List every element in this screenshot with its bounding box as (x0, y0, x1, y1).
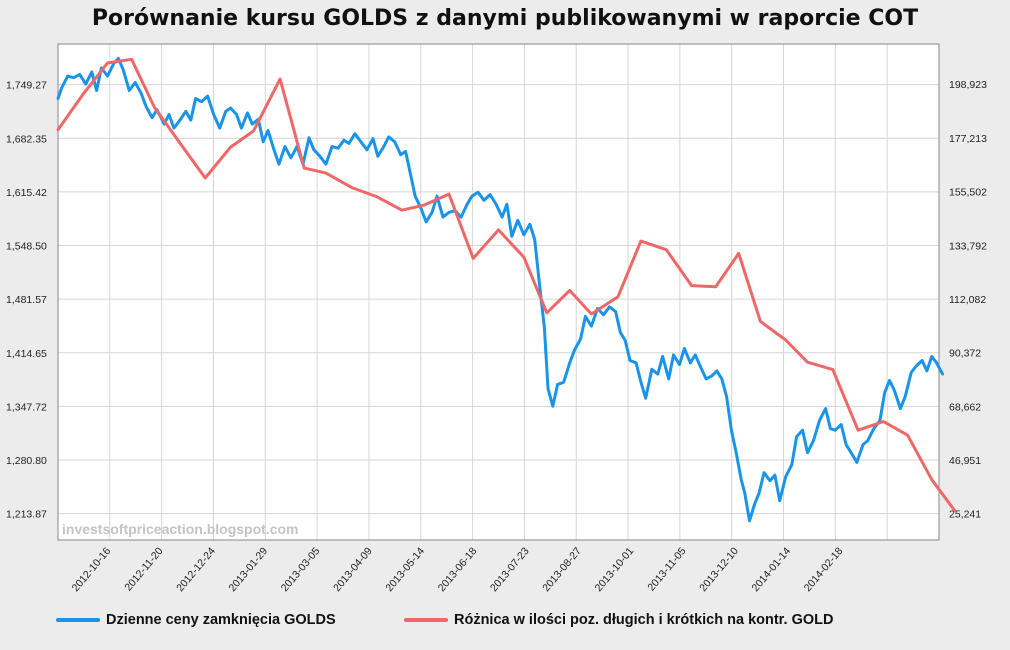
chart-title: Porównanie kursu GOLDS z danymi publikow… (91, 6, 919, 31)
right-axis-tick-label: 155,502 (949, 187, 987, 199)
x-axis-tick-label: 2013-06-18 (436, 545, 480, 594)
legend-swatch-red (404, 618, 448, 622)
legend: Dzienne ceny zamknięcia GOLDS Różnica w … (0, 612, 1010, 638)
left-axis-tick-label: 1,280.80 (6, 455, 47, 467)
x-axis-tick-label: 2013-11-05 (645, 545, 688, 593)
x-axis-tick-label: 2013-12-10 (697, 545, 741, 594)
x-axis-tick-label: 2013-08-27 (540, 545, 584, 594)
right-axis-tick-label: 133,792 (949, 240, 987, 252)
x-axis-tick-label: 2014-01-14 (749, 545, 793, 594)
right-axis-ticks: 25,241 46,951 68,662 90,372 112,082 133,792 15… (949, 79, 987, 520)
left-axis-tick-label: 1,749.27 (6, 80, 47, 92)
x-axis-tick-label: 2013-01-29 (226, 545, 270, 594)
x-axis-tick-label: 2013-05-14 (383, 545, 427, 594)
legend-item-cot-difference: Różnica w ilości poz. długich i krótkich… (404, 612, 833, 628)
watermark-text: investsoftpriceaction.blogspot.com (62, 521, 298, 537)
left-axis-tick-label: 1,615.42 (6, 187, 47, 199)
legend-label-cot-difference: Różnica w ilości poz. długich i krótkich… (454, 612, 834, 628)
left-axis-tick-label: 1,347.72 (6, 401, 47, 413)
series-line-cot-difference (56, 57, 957, 513)
x-axis-tick-label: 2012-12-24 (174, 545, 218, 594)
right-axis-tick-label: 198,923 (949, 79, 987, 91)
x-axis-tick-label: 2013-07-23 (488, 545, 532, 594)
left-axis-tick-label: 1,682.35 (6, 133, 47, 145)
x-axis-tick-label: 2013-03-05 (279, 545, 323, 594)
left-axis-tick-label: 1,414.65 (6, 348, 47, 360)
left-axis-tick-label: 1,213.87 (6, 509, 47, 521)
x-axis-tick-label: 2012-10-16 (70, 545, 114, 594)
grid-layer (58, 44, 939, 540)
right-axis-tick-label: 25,241 (949, 509, 981, 521)
legend-item-gold-price: Dzienne ceny zamknięcia GOLDS (56, 612, 336, 628)
left-axis-ticks: 1,213.87 1,280.80 1,347.72 1,414.65 1,481.57… (6, 80, 47, 521)
series-layer (56, 56, 957, 523)
right-axis-tick-label: 46,951 (949, 455, 981, 467)
x-axis-ticks: 2012-10-16 2012-11-20 2012-12-24 2013-01-29… (70, 545, 846, 594)
series-line-gold-price (56, 56, 945, 523)
chart-canvas: investsoftpriceaction.blogspot.com 1,213… (6, 43, 987, 594)
x-axis-tick-label: 2013-10-01 (593, 545, 637, 594)
plot-border (57, 43, 940, 541)
legend-swatch-blue (56, 618, 100, 622)
right-axis-tick-label: 112,082 (949, 294, 986, 306)
x-axis-tick-label: 2013-04-09 (331, 545, 375, 594)
legend-label-gold-price: Dzienne ceny zamknięcia GOLDS (106, 612, 336, 628)
left-axis-tick-label: 1,481.57 (6, 294, 47, 306)
left-axis-tick-label: 1,548.50 (6, 241, 47, 253)
x-axis-tick-label: 2012-11-20 (122, 545, 165, 593)
right-axis-tick-label: 90,372 (949, 348, 981, 360)
right-axis-tick-label: 177,213 (949, 133, 987, 145)
right-axis-tick-label: 68,662 (949, 401, 981, 413)
x-axis-tick-label: 2014-02-18 (802, 545, 846, 594)
